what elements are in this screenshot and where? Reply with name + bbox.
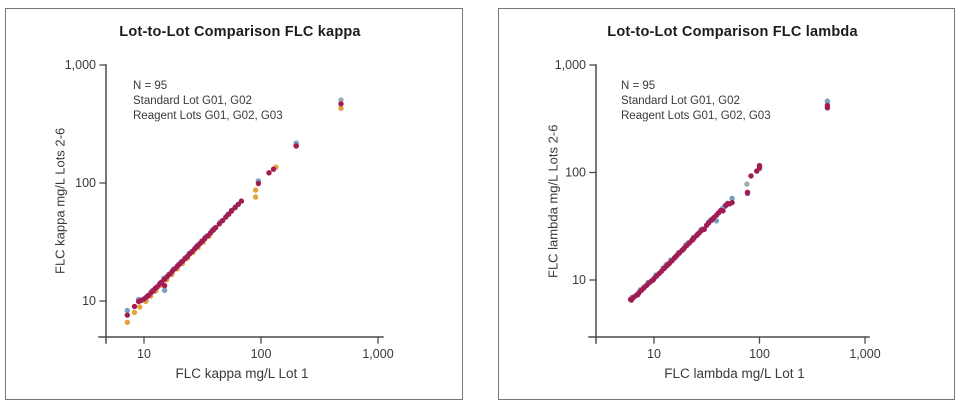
svg-text:1,000: 1,000 [65,58,96,72]
svg-text:1,000: 1,000 [555,58,586,72]
svg-text:10: 10 [137,347,151,361]
svg-text:10: 10 [82,294,96,308]
svg-text:10: 10 [647,347,661,361]
x-axis-label: FLC lambda mg/L Lot 1 [664,366,805,381]
lambda-chart-panel: Lot-to-Lot Comparison FLC lambda FLC lam… [498,8,955,400]
svg-text:100: 100 [251,347,272,361]
annotation-line-n: N = 95 [621,80,656,92]
svg-text:100: 100 [565,166,586,180]
svg-text:1,000: 1,000 [849,347,880,361]
annotation-block: N = 95 Standard Lot G01, G02 Reagent Lot… [133,79,283,124]
annotation-line-standard-lot: Standard Lot G01, G02 [621,95,740,107]
annotation-line-standard-lot: Standard Lot G01, G02 [133,95,252,107]
svg-text:1,000: 1,000 [362,347,393,361]
lambda-scatter-plot: 10 100 1,000 10 100 1,000 [555,58,881,361]
svg-text:100: 100 [75,176,96,190]
svg-text:10: 10 [572,273,586,287]
annotation-line-n: N = 95 [133,80,168,92]
x-axis-label: FLC kappa mg/L Lot 1 [175,366,309,381]
annotation-line-reagent-lots: Reagent Lots G01, G02, G03 [621,110,771,122]
chart-title: Lot-to-Lot Comparison FLC kappa [119,24,361,40]
annotation-block: N = 95 Standard Lot G01, G02 Reagent Lot… [621,79,771,124]
kappa-scatter-plot: 10 100 1,000 10 100 1,000 [65,58,394,361]
chart-title: Lot-to-Lot Comparison FLC lambda [607,24,858,40]
annotation-line-reagent-lots: Reagent Lots G01, G02, G03 [133,110,283,122]
kappa-chart-panel: Lot-to-Lot Comparison FLC kappa FLC kapp… [5,8,463,400]
svg-text:100: 100 [749,347,770,361]
